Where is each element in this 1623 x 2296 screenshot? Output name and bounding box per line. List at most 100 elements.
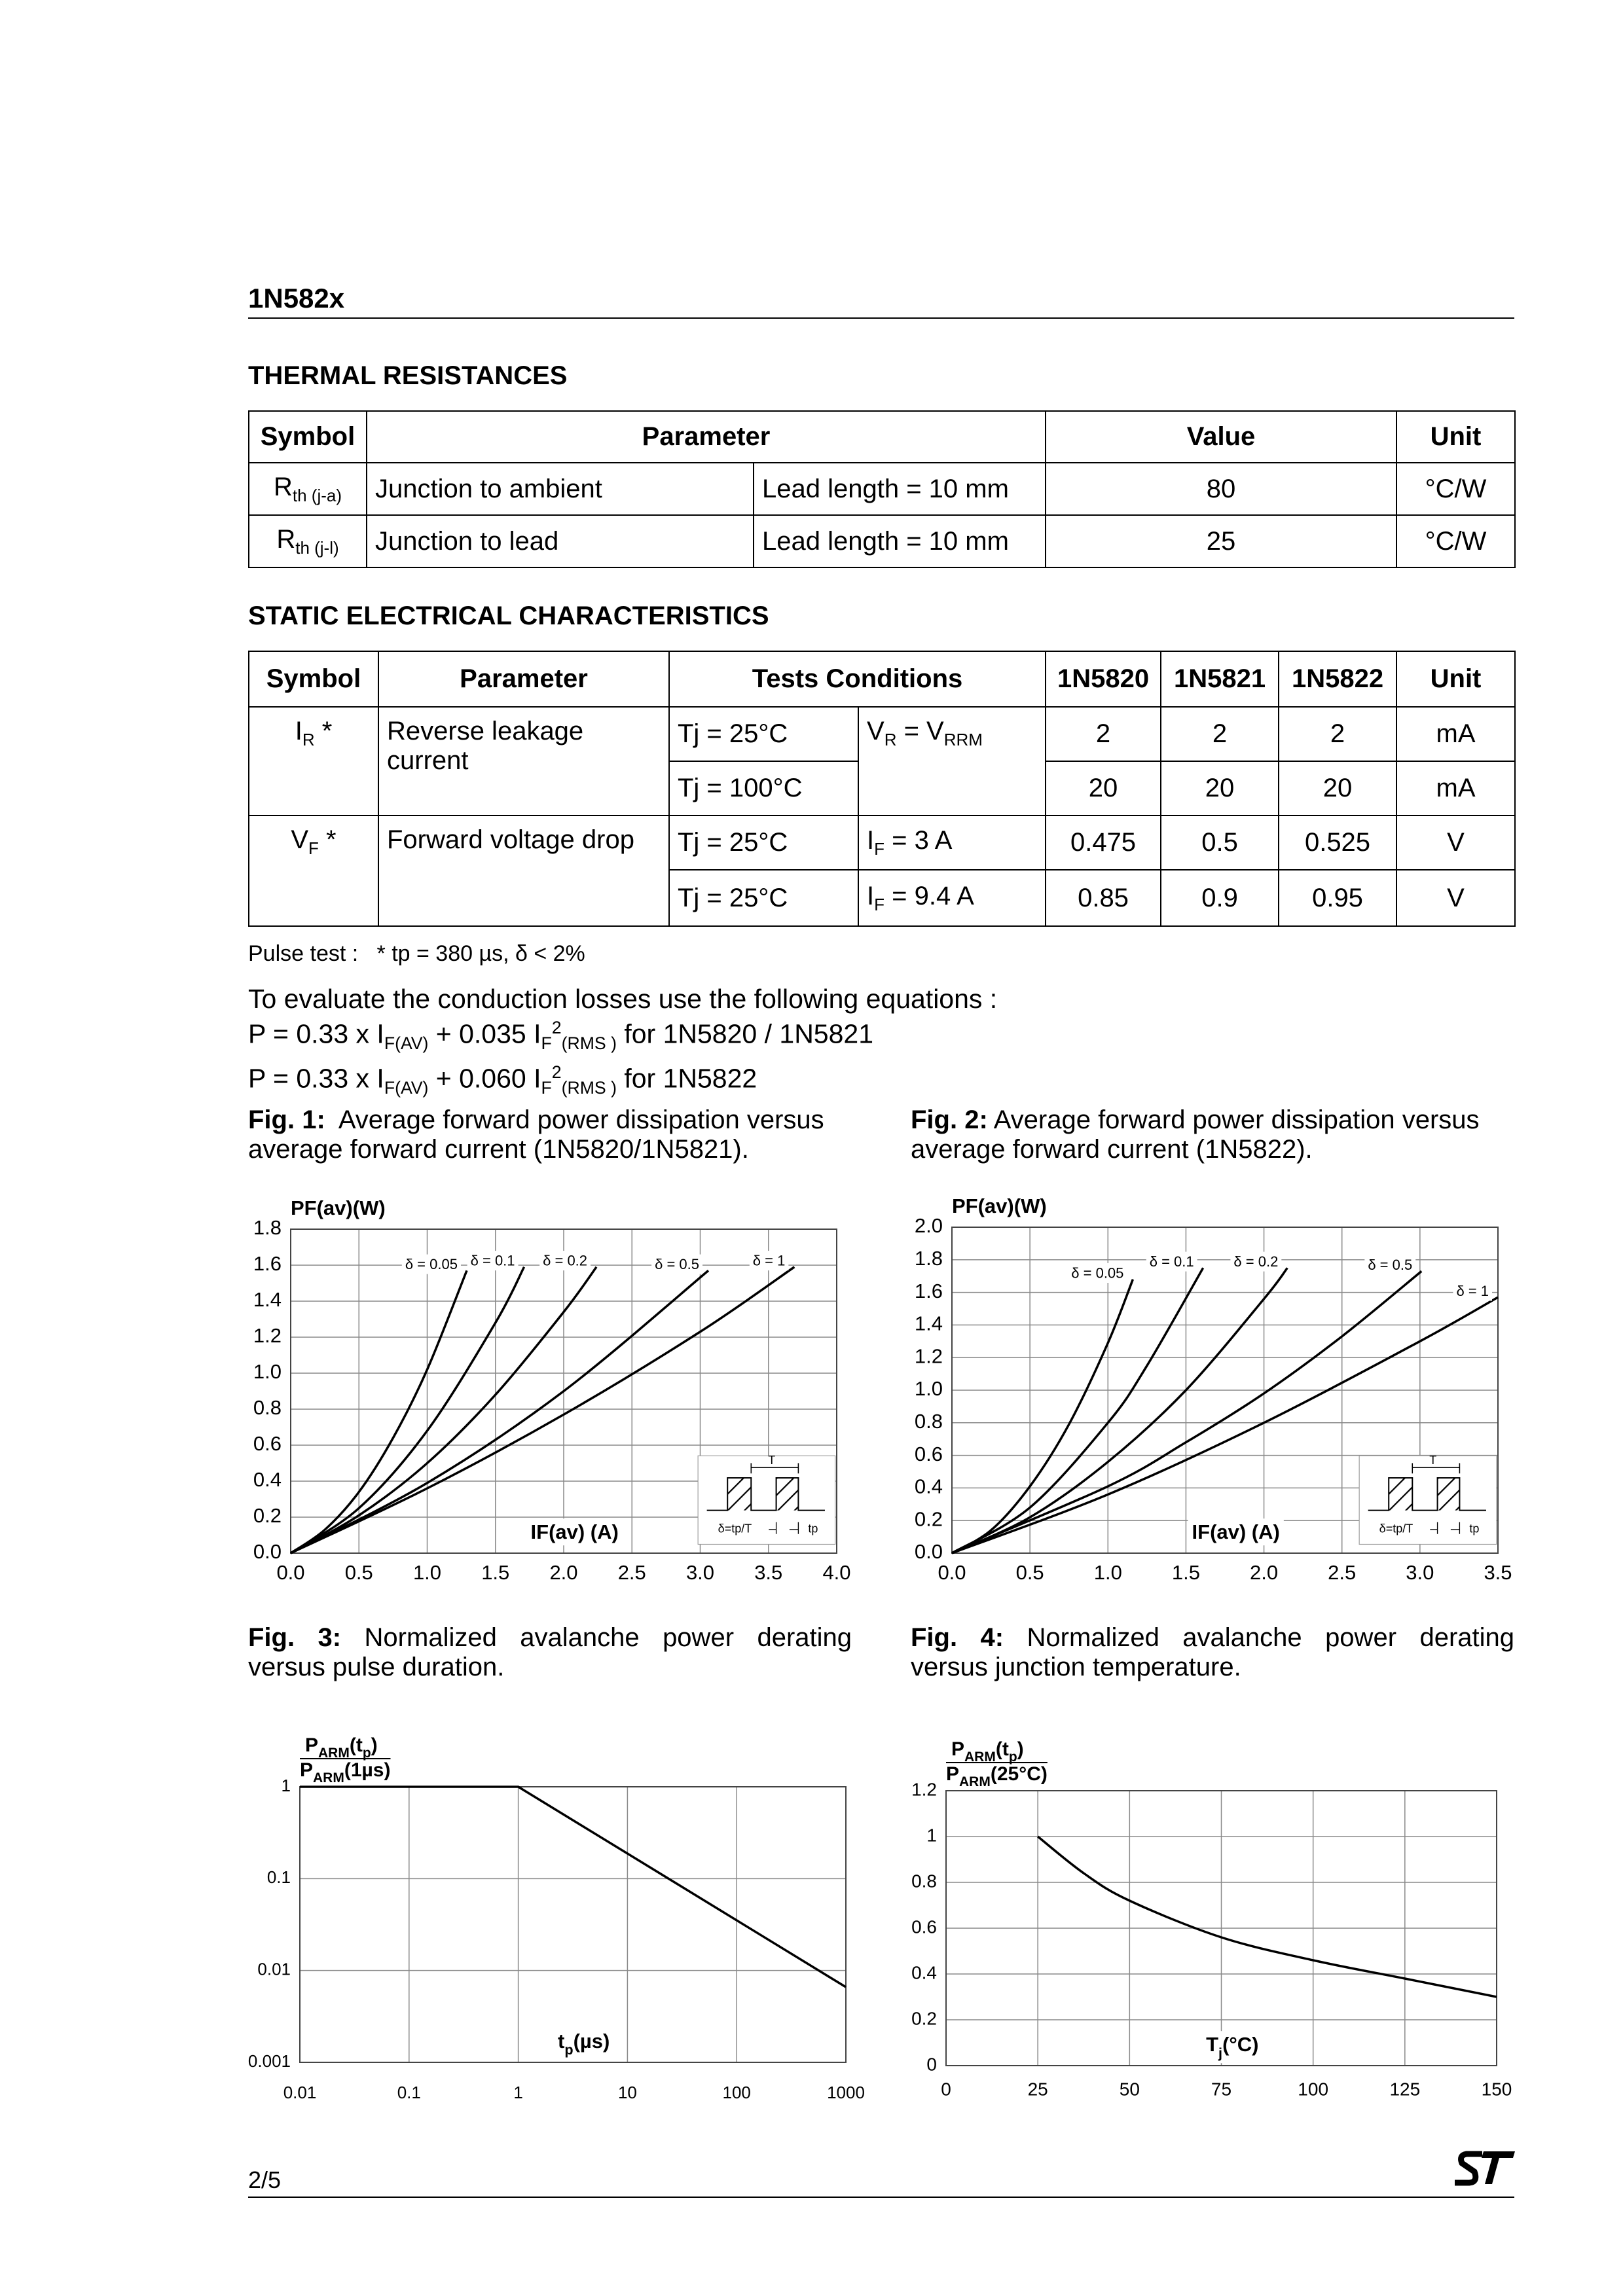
x-tick-label: 0.0 bbox=[938, 1561, 966, 1584]
condition-cell: Tj = 25°C bbox=[668, 815, 859, 870]
value-cell: 20 bbox=[1160, 761, 1280, 816]
subscript: ARM bbox=[313, 1770, 344, 1785]
pulse-hatch bbox=[727, 1478, 752, 1511]
header-row: Symbol Parameter Tests Conditions 1N5820… bbox=[248, 651, 1516, 708]
curve bbox=[290, 1266, 795, 1554]
chart: 0.0 0.5 1.0 1.5 2.0 2.5 3.0 3.5 4.0 0.0 0.2 0.4 0.6 0… bbox=[253, 1196, 851, 1584]
section-heading: THERMAL RESISTANCES bbox=[248, 361, 568, 390]
curve bbox=[300, 1785, 847, 1988]
y-tick-label: 1 bbox=[926, 1825, 937, 1845]
text-run: (t bbox=[996, 1738, 1009, 1760]
text-run: P bbox=[305, 1734, 318, 1756]
plot-area bbox=[300, 1787, 846, 2062]
y-tick-label: 0.001 bbox=[248, 2051, 291, 2071]
pulse-hatch bbox=[1389, 1478, 1413, 1511]
y-tick-label: 0.8 bbox=[911, 1871, 937, 1891]
series-label: δ = 0.2 bbox=[543, 1253, 587, 1269]
text-run: R bbox=[273, 472, 293, 501]
value-cell: 20 bbox=[1278, 761, 1398, 816]
x-tick-label: 150 bbox=[1482, 2079, 1512, 2099]
label-background bbox=[539, 1251, 591, 1271]
x-axis-label: Tj(°C) bbox=[1206, 2033, 1258, 2061]
y-tick-label: 0.4 bbox=[253, 1468, 282, 1491]
pulse-hatch bbox=[1437, 1478, 1460, 1511]
subscript: (RMS ) bbox=[561, 1077, 617, 1098]
header-title: 1N582x bbox=[248, 283, 345, 314]
text-run: = V bbox=[896, 717, 944, 745]
subscript: ARM bbox=[318, 1746, 350, 1761]
column-header: Symbol bbox=[248, 410, 367, 463]
subscript: ARM bbox=[959, 1774, 991, 1789]
y-tick-label: 0.01 bbox=[257, 1960, 291, 1979]
inset-background bbox=[1359, 1455, 1497, 1545]
subscript: R bbox=[302, 730, 315, 749]
x-tick-label: 1.0 bbox=[413, 1561, 441, 1584]
st-logo bbox=[1455, 2151, 1515, 2186]
y-tick-label: 1.2 bbox=[253, 1324, 282, 1347]
pulse-hatch bbox=[776, 1478, 799, 1511]
condition-cell: VR = VRRM bbox=[857, 706, 1047, 816]
text-run: (t bbox=[350, 1734, 363, 1756]
equation: P = 0.33 x IF(AV) + 0.035 IF2(RMS ) for … bbox=[248, 1013, 997, 1058]
value-cell: 0.85 bbox=[1045, 869, 1162, 927]
y-tick-label: 0.6 bbox=[253, 1432, 282, 1455]
subscript: ARM bbox=[964, 1749, 996, 1765]
text-run: P bbox=[951, 1738, 964, 1760]
duty-label: δ=tp/T bbox=[718, 1522, 752, 1535]
x-tick-label: 100 bbox=[1298, 2079, 1328, 2099]
y-tick-label: 1.2 bbox=[915, 1344, 943, 1367]
x-tick-label: 3.5 bbox=[1484, 1561, 1512, 1584]
x-tick-label: 0.01 bbox=[283, 2083, 317, 2102]
unit-cell: mA bbox=[1396, 761, 1516, 816]
text-run: I bbox=[867, 881, 875, 910]
x-tick-label: 1000 bbox=[827, 2083, 865, 2102]
superscript: 2 bbox=[551, 1018, 562, 1037]
y-axis-label-denominator: PARM(1µs) bbox=[300, 1759, 390, 1785]
pulse-waveform bbox=[1368, 1477, 1486, 1511]
value-cell: 0.475 bbox=[1045, 815, 1162, 870]
value-cell: 80 bbox=[1045, 462, 1397, 516]
width-label: tp bbox=[808, 1522, 818, 1535]
label-background bbox=[1068, 1263, 1127, 1283]
header-rule bbox=[248, 317, 1514, 319]
y-tick-label: 0 bbox=[926, 2054, 937, 2074]
subscript: p bbox=[1009, 1749, 1017, 1765]
y-tick-label: 1.6 bbox=[915, 1280, 943, 1302]
plot-frame bbox=[290, 1229, 837, 1554]
symbol-cell: IR * bbox=[248, 706, 379, 816]
x-tick-label: 3.0 bbox=[686, 1561, 714, 1584]
text-run: (µs) bbox=[574, 2030, 610, 2053]
figure-title: Normalized avalanche power derating vers… bbox=[911, 1623, 1514, 1681]
text-run: (25°C) bbox=[991, 1763, 1048, 1785]
pulse-inset: Tδ=tp/T tp bbox=[1359, 1454, 1497, 1545]
x-tick-label: 0.5 bbox=[345, 1561, 373, 1584]
figure-label: Fig. 1: bbox=[248, 1105, 325, 1134]
y-tick-label: 0.4 bbox=[915, 1475, 943, 1498]
figure-title: Average forward power dissipation versus… bbox=[248, 1105, 824, 1164]
superscript: 2 bbox=[551, 1062, 562, 1082]
curve bbox=[951, 1279, 1135, 1554]
equations: To evaluate the conduction losses use th… bbox=[248, 984, 997, 1102]
subscript: RRM bbox=[943, 730, 983, 749]
text-run: * bbox=[314, 717, 333, 745]
section-heading: STATIC ELECTRICAL CHARACTERISTICS bbox=[248, 601, 769, 630]
subscript: F bbox=[874, 839, 885, 859]
x-tick-label: 0 bbox=[941, 2079, 951, 2099]
page-number: 2/5 bbox=[248, 2166, 282, 2193]
value-cell: 0.5 bbox=[1160, 815, 1280, 870]
text-run: * bbox=[318, 825, 337, 854]
curve bbox=[951, 1267, 1205, 1554]
x-tick-label: 1.5 bbox=[481, 1561, 509, 1584]
table-row: Tj = 100°C 20 20 20 mA bbox=[249, 761, 1516, 816]
period-label: T bbox=[768, 1454, 775, 1467]
x-axis-label: IF(av) (A) bbox=[1192, 1520, 1280, 1543]
label-background bbox=[1146, 1251, 1197, 1272]
value-cell: 25 bbox=[1045, 514, 1397, 568]
y-axis-label: PF(av)(W) bbox=[291, 1196, 386, 1219]
subscript: R bbox=[884, 730, 897, 749]
column-header: 1N5822 bbox=[1278, 651, 1398, 708]
label-background bbox=[1364, 1255, 1416, 1275]
subscript: (RMS ) bbox=[561, 1033, 617, 1053]
condition-cell: Tj = 100°C bbox=[668, 761, 859, 816]
